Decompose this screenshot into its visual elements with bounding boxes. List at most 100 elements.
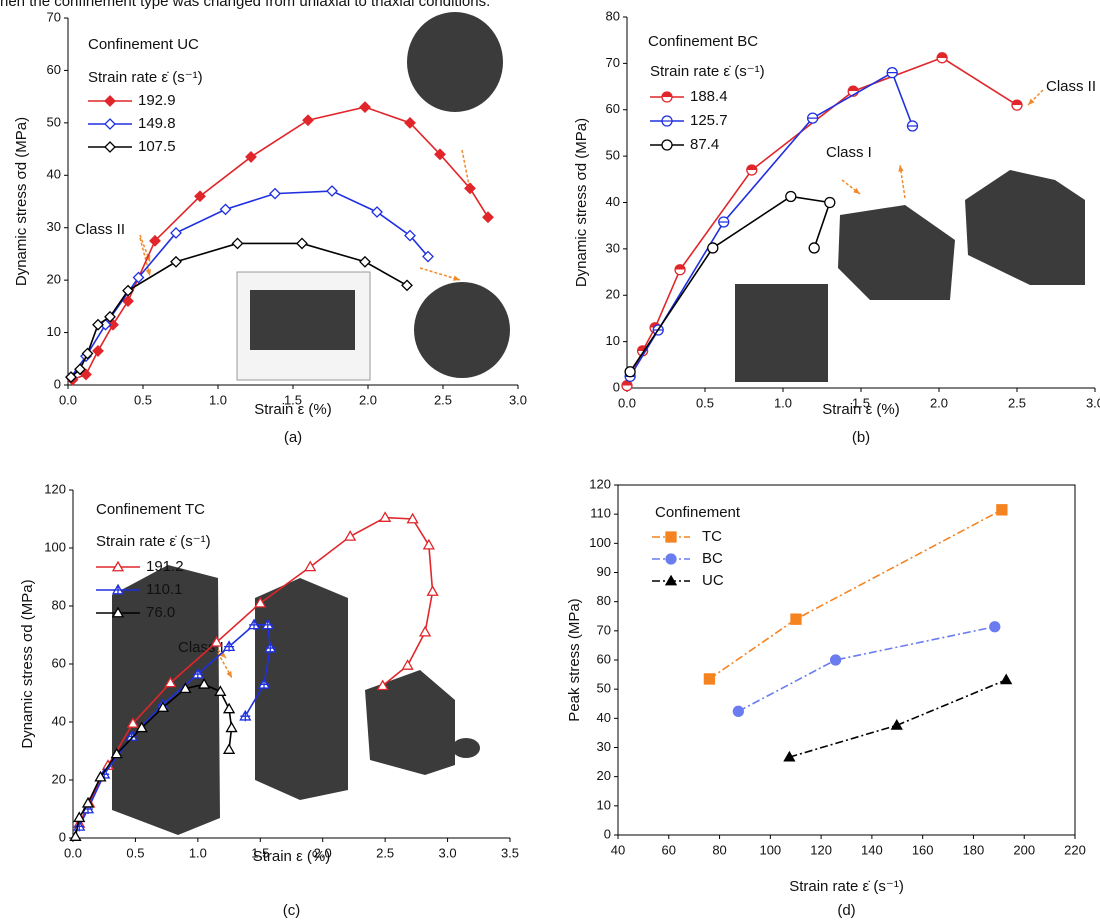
x-tick-label: 60 xyxy=(662,842,676,857)
marker xyxy=(70,832,80,841)
y-tick-label: 120 xyxy=(44,481,66,496)
x-tick-label: 0.0 xyxy=(59,392,77,407)
marker xyxy=(428,587,438,596)
y-tick-label: 0 xyxy=(59,829,66,844)
specimen-photo xyxy=(965,170,1085,285)
marker xyxy=(372,207,382,217)
legend-title: Confinement xyxy=(655,504,741,521)
x-tick-label: 0.5 xyxy=(126,845,144,860)
x-tick-label: 2.5 xyxy=(434,392,452,407)
x-tick-label: 2.0 xyxy=(930,395,948,410)
y-tick-label: 70 xyxy=(597,622,611,637)
marker xyxy=(327,186,337,196)
marker xyxy=(402,280,412,290)
marker xyxy=(1001,675,1011,684)
legend-marker xyxy=(662,116,672,126)
panel-label: (d) xyxy=(837,902,855,919)
marker xyxy=(233,238,243,248)
x-tick-label: 220 xyxy=(1064,842,1086,857)
x-tick-label: 2.0 xyxy=(359,392,377,407)
marker xyxy=(224,745,234,754)
marker xyxy=(345,531,355,540)
y-axis-title: Dynamic stress σd (MPa) xyxy=(19,579,36,748)
marker xyxy=(990,622,1000,632)
x-tick-label: 0.5 xyxy=(134,392,152,407)
marker xyxy=(719,217,729,227)
x-tick-label: 180 xyxy=(963,842,985,857)
panel-label: (c) xyxy=(283,902,301,919)
legend-label: 76.0 xyxy=(146,604,175,621)
annotation: Confinement TC xyxy=(96,501,205,518)
panel-label: (b) xyxy=(852,429,870,446)
marker xyxy=(420,627,430,636)
legend-label: 149.8 xyxy=(138,115,176,132)
figure: hen the confinement type was changed fro… xyxy=(0,0,1100,924)
x-axis-title: Strain ε (%) xyxy=(254,401,332,418)
specimen-photo xyxy=(735,284,828,382)
marker xyxy=(240,711,250,721)
y-tick-label: 80 xyxy=(52,597,66,612)
legend-marker xyxy=(666,554,676,564)
annotation: Class II xyxy=(75,221,125,238)
legend-marker xyxy=(666,532,676,542)
y-tick-label: 60 xyxy=(606,101,620,116)
annotation: Confinement UC xyxy=(88,36,199,53)
marker xyxy=(305,562,315,571)
y-tick-label: 50 xyxy=(606,148,620,163)
marker xyxy=(704,674,714,684)
series-line xyxy=(789,680,1006,757)
x-tick-label: 120 xyxy=(810,842,832,857)
header-text: hen the confinement type was changed fro… xyxy=(0,0,490,10)
x-tick-label: 2.5 xyxy=(1008,395,1026,410)
x-tick-label: 40 xyxy=(611,842,625,857)
y-tick-label: 30 xyxy=(597,739,611,754)
marker xyxy=(380,513,390,522)
marker xyxy=(622,381,632,391)
legend-marker xyxy=(662,92,672,102)
x-axis-title: Strain ε (%) xyxy=(253,848,331,865)
y-tick-label: 40 xyxy=(597,710,611,725)
x-axis-title: Strain ε (%) xyxy=(822,401,900,418)
y-tick-label: 100 xyxy=(589,535,611,550)
y-tick-label: 0 xyxy=(54,376,61,391)
legend-label: TC xyxy=(702,528,722,545)
series-line xyxy=(738,627,994,712)
marker xyxy=(937,53,947,63)
legend-label: 191.2 xyxy=(146,558,184,575)
x-axis-title: Strain rate ε̇ (s⁻¹) xyxy=(789,878,904,895)
specimen-photo xyxy=(255,578,348,800)
legend-marker xyxy=(105,142,115,152)
marker xyxy=(675,265,685,275)
x-tick-label: 3.5 xyxy=(501,845,519,860)
y-tick-label: 80 xyxy=(606,8,620,23)
marker xyxy=(791,614,801,624)
annotation: Class II xyxy=(1046,78,1096,95)
marker xyxy=(747,165,757,175)
y-tick-label: 50 xyxy=(47,114,61,129)
y-tick-label: 0 xyxy=(604,826,611,841)
y-tick-label: 80 xyxy=(597,593,611,608)
y-tick-label: 40 xyxy=(52,713,66,728)
specimen-photo xyxy=(414,282,510,378)
specimen-photo xyxy=(365,670,455,775)
y-tick-label: 110 xyxy=(590,506,611,521)
marker xyxy=(997,505,1007,515)
y-tick-label: 20 xyxy=(47,272,61,287)
marker xyxy=(907,121,917,131)
marker xyxy=(360,102,370,112)
arrow-head xyxy=(1028,99,1034,105)
y-tick-label: 20 xyxy=(597,768,611,783)
y-tick-label: 100 xyxy=(44,539,66,554)
x-tick-label: 1.0 xyxy=(209,392,227,407)
x-tick-label: 0.0 xyxy=(618,395,636,410)
marker xyxy=(171,257,181,267)
legend-title: Strain rate ε̇ (s⁻¹) xyxy=(650,63,765,80)
y-axis-title: Dynamic stress σd (MPa) xyxy=(573,118,590,287)
marker xyxy=(93,320,103,330)
x-tick-label: 2.5 xyxy=(376,845,394,860)
x-tick-label: 0.5 xyxy=(696,395,714,410)
legend-marker xyxy=(662,140,672,150)
legend-label: 107.5 xyxy=(138,138,176,155)
arrow-head xyxy=(453,276,460,281)
marker xyxy=(227,723,237,732)
